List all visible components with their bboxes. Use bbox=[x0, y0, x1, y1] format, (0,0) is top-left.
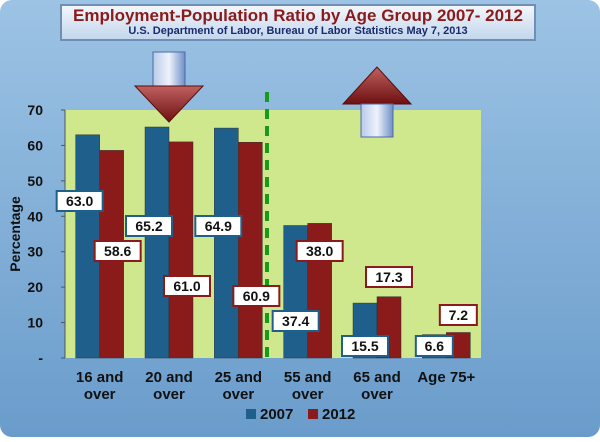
data-label-2007: 6.6 bbox=[425, 338, 445, 354]
y-tick-label: 40 bbox=[27, 208, 43, 224]
data-label-2012-box bbox=[438, 304, 478, 326]
x-tick-label: 65 and over bbox=[353, 369, 401, 403]
y-tick-label: 30 bbox=[27, 244, 43, 260]
data-label-2007-box bbox=[55, 190, 104, 212]
bar-2007 bbox=[214, 127, 239, 359]
bar-2012 bbox=[168, 141, 194, 359]
x-tick-label: 55 and over bbox=[284, 369, 332, 403]
y-tick-label: 20 bbox=[27, 279, 43, 295]
y-tick-label: - bbox=[38, 350, 43, 366]
bar-2007 bbox=[144, 126, 170, 359]
data-label-2007: 63.0 bbox=[66, 193, 93, 209]
data-label-2012-box bbox=[232, 285, 281, 307]
data-label-2007: 15.5 bbox=[351, 338, 378, 354]
data-label-2007-box bbox=[414, 335, 454, 357]
y-axis-label: Percentage bbox=[7, 196, 23, 272]
data-label-2007: 65.2 bbox=[135, 218, 162, 234]
down-arrow-icon bbox=[133, 85, 205, 123]
x-tick-label: 20 and over bbox=[145, 369, 193, 403]
data-label-2007-box bbox=[194, 215, 243, 237]
data-label-2007: 64.9 bbox=[205, 218, 232, 234]
y-tick-label: 10 bbox=[27, 315, 43, 331]
data-label-2012-box bbox=[365, 266, 413, 288]
x-tick-label: 16 and over bbox=[76, 369, 124, 403]
x-tick-label: Age 75+ bbox=[417, 369, 475, 386]
data-label-2012: 17.3 bbox=[375, 269, 402, 285]
legend-swatch-2012 bbox=[308, 409, 318, 419]
y-tick-label: 70 bbox=[27, 102, 43, 118]
data-label-2012: 38.0 bbox=[306, 243, 333, 259]
data-label-2012: 60.9 bbox=[243, 288, 270, 304]
up-arrow-shaft bbox=[360, 103, 394, 138]
data-label-2012-box bbox=[295, 240, 344, 262]
chart-title: Employment-Population Ratio by Age Group… bbox=[73, 6, 523, 25]
bar-2012 bbox=[238, 141, 263, 359]
data-label-2012: 61.0 bbox=[173, 278, 200, 294]
data-label-2007: 37.4 bbox=[282, 313, 309, 329]
y-tick-label: 60 bbox=[27, 137, 43, 153]
data-label-2007-box bbox=[125, 215, 173, 237]
data-label-2007-box bbox=[271, 310, 320, 332]
data-label-2012: 58.6 bbox=[104, 243, 131, 259]
legend-label-2012: 2012 bbox=[322, 406, 355, 423]
x-tick-label: 25 and over bbox=[215, 369, 263, 403]
chart-subtitle: U.S. Department of Labor, Bureau of Labo… bbox=[128, 25, 468, 37]
legend-label-2007: 2007 bbox=[260, 406, 293, 423]
data-label-2007-box bbox=[341, 335, 389, 357]
data-label-2012-box bbox=[163, 275, 211, 297]
title-box: Employment-Population Ratio by Age Group… bbox=[60, 4, 536, 41]
legend-swatch-2007 bbox=[246, 409, 256, 419]
data-label-2012-box bbox=[93, 240, 142, 262]
data-label-2012: 7.2 bbox=[449, 307, 469, 323]
y-tick-label: 50 bbox=[27, 173, 43, 189]
down-arrow-shaft bbox=[152, 51, 186, 87]
